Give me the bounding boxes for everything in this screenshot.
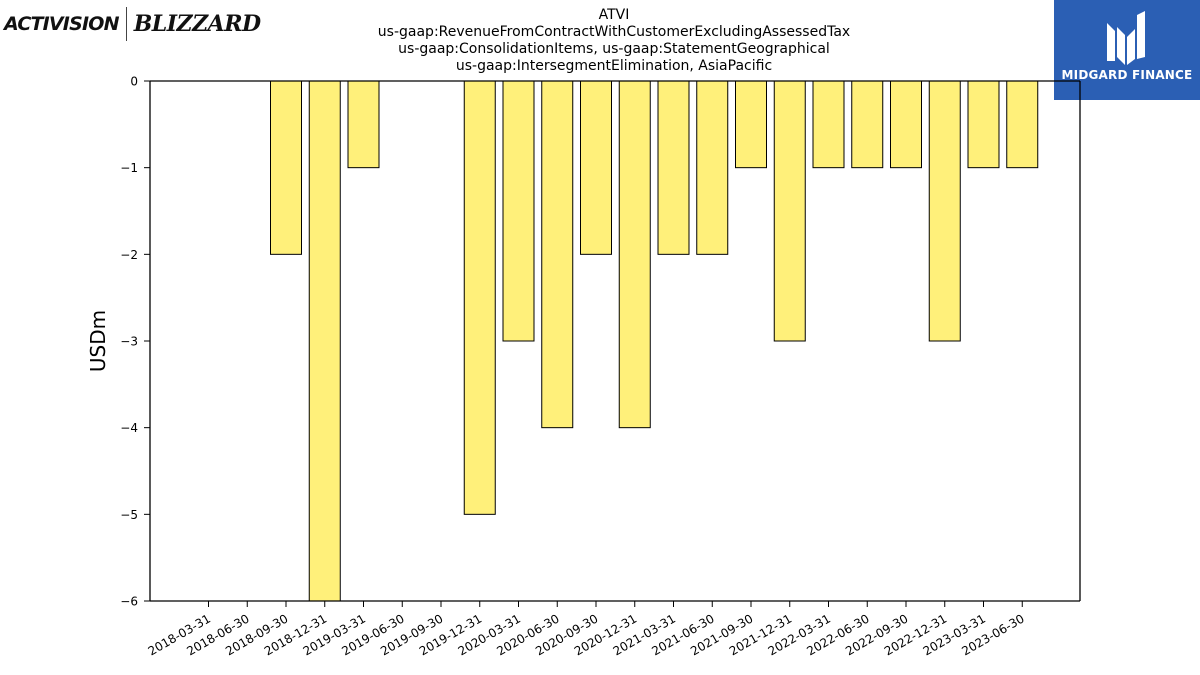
bar-2021-06-30	[696, 80, 729, 255]
y-axis-ticks: 0 −1 −2 −3 −4 −5 −6	[120, 75, 150, 609]
bar-2022-03-31	[812, 80, 845, 169]
y-tick-label: −4	[120, 421, 138, 435]
bar-2019-03-31	[347, 80, 380, 169]
bars	[270, 80, 1039, 602]
y-tick-label: 0	[130, 75, 138, 89]
bar-2020-06-30	[541, 80, 574, 429]
bar-2019-12-31	[463, 80, 496, 515]
midgard-mark-icon	[1107, 11, 1145, 65]
bar-2023-03-31	[967, 80, 1000, 169]
bar-2021-12-31	[773, 80, 806, 342]
blizzard-wordmark: BLIZZARD	[133, 11, 261, 37]
bar-2020-12-31	[618, 80, 651, 429]
chart-title: ATVI us-gaap:RevenueFromContractWithCust…	[378, 7, 850, 74]
bar-2021-03-31	[657, 80, 690, 255]
activision-wordmark: ACTIVISION	[4, 13, 119, 35]
chart-title-line-4: us-gaap:IntersegmentElimination, AsiaPac…	[456, 58, 772, 74]
bar-2022-09-30	[890, 80, 922, 169]
chart-title-line-1: ATVI	[599, 7, 630, 23]
chart-title-line-3: us-gaap:ConsolidationItems, us-gaap:Stat…	[398, 41, 830, 57]
bar-2020-09-30	[580, 80, 612, 255]
bar-2022-06-30	[851, 80, 884, 169]
y-axis-label: USDm	[86, 310, 110, 372]
y-tick-label: −6	[120, 595, 138, 609]
bar-2018-09-30	[270, 80, 302, 255]
activision-blizzard-logo: ACTIVISION BLIZZARD	[4, 4, 261, 44]
bar-2018-12-31	[308, 80, 341, 602]
bar-2020-03-31	[502, 80, 535, 342]
logo-divider	[125, 7, 127, 41]
bar-2021-09-30	[735, 80, 767, 169]
y-tick-label: −1	[120, 161, 138, 175]
chart-title-line-2: us-gaap:RevenueFromContractWithCustomerE…	[378, 24, 850, 40]
bar-2023-06-30	[1006, 80, 1039, 169]
midgard-finance-name: MIDGARD FINANCE	[1061, 68, 1193, 82]
midgard-finance-logo: MIDGARD FINANCE	[1054, 0, 1200, 100]
x-axis-ticks: 2018-03-312018-06-302018-09-302018-12-31…	[146, 601, 1027, 658]
y-tick-label: −5	[120, 508, 138, 522]
bar-2022-12-31	[928, 80, 961, 342]
y-tick-label: −3	[120, 335, 138, 349]
y-tick-label: −2	[120, 248, 138, 262]
